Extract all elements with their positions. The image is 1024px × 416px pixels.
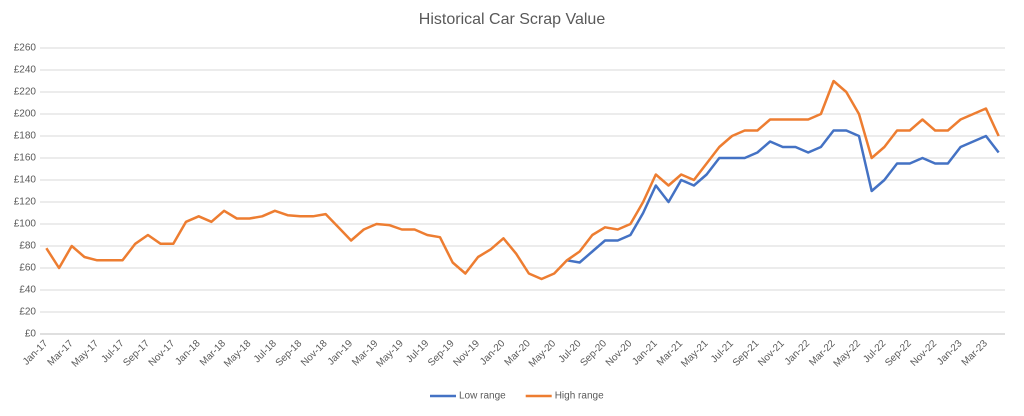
x-tick-label: May-21 xyxy=(679,338,711,370)
y-tick-label: £0 xyxy=(25,329,37,340)
x-tick-label: Nov-19 xyxy=(451,338,482,369)
y-tick-label: £180 xyxy=(14,131,37,142)
x-tick-label: Sep-17 xyxy=(121,338,152,369)
x-tick-label: Nov-22 xyxy=(909,338,940,369)
x-tick-label: Nov-21 xyxy=(756,338,787,369)
legend-label: Low range xyxy=(459,391,506,402)
x-tick-label: Nov-18 xyxy=(299,338,330,369)
x-tick-label: May-18 xyxy=(222,338,254,370)
x-tick-label: May-20 xyxy=(527,338,559,370)
x-tick-label: Mar-23 xyxy=(960,338,990,368)
x-tick-label: Jan-19 xyxy=(326,338,356,368)
series-line xyxy=(566,129,1000,264)
x-tick-label: May-17 xyxy=(70,338,102,370)
y-tick-label: £20 xyxy=(19,307,36,318)
x-tick-label: Nov-17 xyxy=(147,338,178,369)
y-tick-label: £260 xyxy=(14,43,37,54)
y-tick-label: £220 xyxy=(14,87,37,98)
x-tick-label: May-19 xyxy=(374,338,406,370)
chart-title: Historical Car Scrap Value xyxy=(419,11,606,28)
x-tick-label: Jan-21 xyxy=(630,338,660,368)
y-tick-label: £160 xyxy=(14,153,37,164)
y-tick-label: £80 xyxy=(19,241,36,252)
x-tick-label: Sep-18 xyxy=(274,338,305,369)
legend-label: High range xyxy=(555,391,604,402)
y-tick-label: £40 xyxy=(19,285,36,296)
y-tick-label: £100 xyxy=(14,219,37,230)
x-tick-label: Jan-23 xyxy=(935,338,965,368)
x-tick-label: Sep-21 xyxy=(731,338,762,369)
y-tick-label: £140 xyxy=(14,175,37,186)
x-tick-label: Jan-18 xyxy=(173,338,203,368)
x-tick-label: May-22 xyxy=(832,338,864,370)
series-line xyxy=(45,79,1000,281)
x-tick-label: Jan-20 xyxy=(478,338,508,368)
x-tick-label: Sep-20 xyxy=(578,338,609,369)
x-tick-label: Jan-17 xyxy=(21,338,51,368)
x-tick-label: Sep-19 xyxy=(426,338,457,369)
y-tick-label: £120 xyxy=(14,197,37,208)
x-tick-label: Nov-20 xyxy=(604,338,635,369)
y-tick-label: £60 xyxy=(19,263,36,274)
y-tick-label: £200 xyxy=(14,109,37,120)
x-tick-label: Jan-22 xyxy=(783,338,813,368)
x-tick-label: Sep-22 xyxy=(883,338,914,369)
y-tick-label: £240 xyxy=(14,65,37,76)
